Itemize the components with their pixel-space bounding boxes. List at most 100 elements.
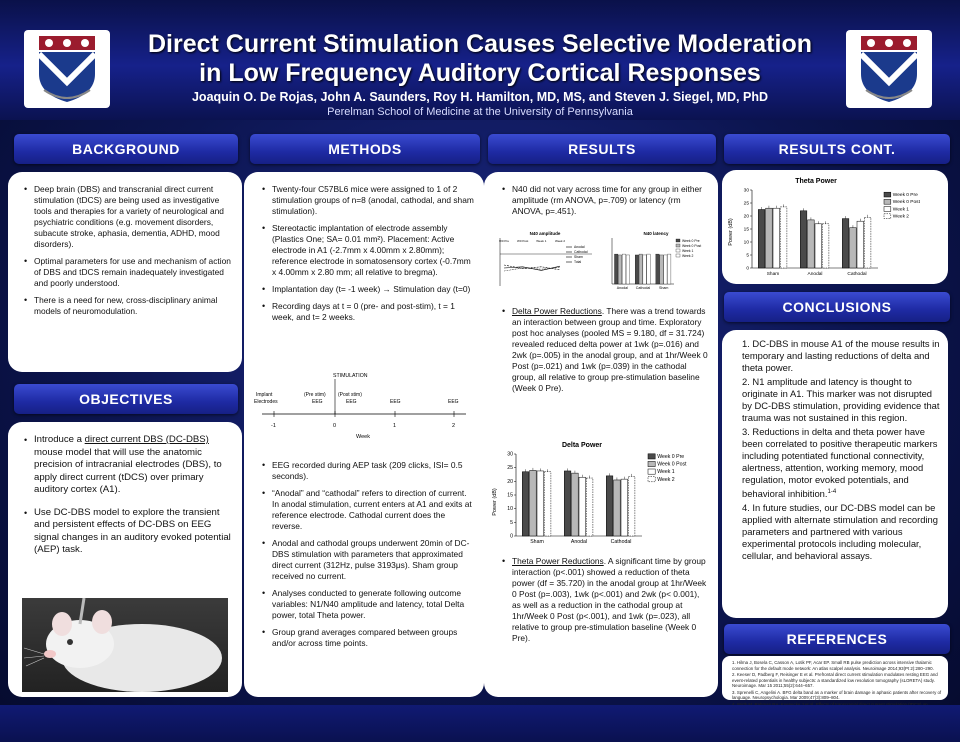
methods-bullet-6: “Anodal” and “cathodal” refers to direct… (262, 488, 474, 532)
reference-3: 3. Sprenelli C, Angelini A. BFG delta ba… (732, 689, 942, 701)
conclusion-3: 3. Reductions in delta and theta power h… (742, 426, 940, 500)
y-tick-label: 25 (507, 465, 513, 471)
references-heading: REFERENCES (724, 624, 950, 654)
theta-bars (758, 204, 872, 269)
methods-bullet-9: Group grand averages compared between gr… (262, 627, 474, 649)
timeline-pre-stim: (Pre stim) (304, 392, 326, 398)
poster-title: Direct Current Stimulation Causes Select… (110, 30, 850, 88)
results-heading: RESULTS (488, 134, 716, 164)
x-tick-label: Sham (659, 286, 668, 290)
results-b2-heading: Delta Power Reductions (512, 306, 602, 316)
x-tick-label: Anodal (808, 271, 823, 277)
conclusion-2: 2. N1 amplitude and latency is thought t… (742, 376, 940, 423)
objectives-heading: OBJECTIVES (14, 384, 238, 414)
conclusions-panel: 1. DC-DBS in mouse A1 of the mouse resul… (722, 330, 948, 618)
legend-swatch (647, 461, 656, 467)
x-tick-label: Cathodal (611, 539, 632, 545)
legend-label: Week 0 Post (893, 199, 921, 205)
methods-heading: METHODS (250, 134, 480, 164)
bar (822, 223, 830, 269)
legend-swatch (675, 248, 681, 253)
y-tick-label: 5 (746, 253, 749, 259)
objectives-bullet-1: Introduce a direct current DBS (DC-DBS) … (24, 434, 232, 497)
legend-swatch (647, 476, 656, 483)
y-tick-label: 0 (746, 266, 749, 272)
conclusion-3-sup: 1-4 (827, 489, 837, 495)
x-tick-label: Anodal (571, 539, 587, 545)
objectives-panel: Introduce a direct current DBS (DC-DBS) … (8, 422, 242, 697)
bar (758, 209, 766, 269)
legend-label: Week 2 (682, 254, 694, 258)
background-bullet-1: Deep brain (DBS) and transcranial direct… (24, 184, 232, 250)
header-band (0, 0, 960, 120)
bar (638, 253, 643, 285)
bar (667, 253, 672, 285)
penn-shield-logo-left (24, 30, 110, 108)
conclusion-1: 1. DC-DBS in mouse A1 of the mouse resul… (742, 338, 940, 373)
bar (772, 207, 780, 269)
legend-swatch (675, 238, 681, 243)
bar (522, 471, 530, 537)
timeline-eeg-2: EEG (346, 399, 357, 405)
delta-title: Delta Power (562, 442, 602, 449)
legend-label: Anodal (574, 245, 585, 249)
bar (578, 476, 586, 537)
title-line-2: in Low Frequency Auditory Cortical Respo… (199, 59, 761, 87)
bar (622, 253, 626, 285)
legend-label: Week 1 (657, 469, 675, 475)
legend-label: Week 0 Pre (657, 454, 684, 460)
timeline-tick-0: 0 (333, 423, 336, 429)
timeline-diagram: STIMULATION Implant Electrodes (Pre stim… (252, 370, 476, 446)
title-line-1: Direct Current Stimulation Causes Select… (147, 30, 813, 58)
timeline-tick-neg1: -1 (271, 423, 276, 429)
y-tick-label: 15 (744, 227, 750, 233)
y-tick-label: 30 (507, 452, 513, 458)
legend-label: Week 2 (893, 214, 910, 220)
n40-lat-title: N40 latency (643, 231, 669, 236)
bar (856, 220, 864, 269)
timeline-implant: Implant (256, 392, 273, 398)
bar (544, 471, 552, 537)
n40-lat-bars: Anodal Cathodal Sham (614, 253, 672, 290)
legend-swatch (675, 243, 681, 248)
x-tick-label: W0 Post (517, 239, 529, 243)
x-tick-label: Cathodal (847, 271, 866, 277)
background-heading: BACKGROUND (14, 134, 238, 164)
timeline-eeg-4: EEG (448, 399, 459, 405)
legend-label: Week 0 Post (682, 244, 701, 248)
x-tick-label: Sham (767, 271, 780, 277)
bar (618, 254, 622, 285)
bar (814, 223, 822, 269)
bar (606, 475, 614, 537)
conclusion-4: 4. In future studies, our DC-DBS model c… (742, 502, 938, 562)
x-tick-label: Sham (530, 539, 544, 545)
bar (536, 470, 544, 537)
bar (571, 472, 579, 537)
methods-bullet-8: Analyses conducted to generate following… (262, 588, 474, 621)
results-list-3: Theta Power Reductions. A significant ti… (498, 556, 710, 650)
legend-swatch (647, 453, 656, 460)
background-bullet-3: There is a need for new, cross-disciplin… (24, 295, 232, 317)
bar (564, 470, 572, 537)
n40-amp-series: W0 Pre W0 Post Week 1 Week 2 (499, 239, 565, 272)
delta-ylabel: Power (dB) (492, 488, 498, 516)
timeline-axis-label: Week (356, 434, 370, 440)
objectives-b1-post: mouse model that will use the anatomic p… (34, 446, 222, 496)
legend-swatch (883, 213, 892, 219)
y-tick-label: 15 (507, 493, 513, 499)
bar (646, 253, 651, 285)
bar (765, 207, 773, 269)
results-bullet-1: N40 did not vary across time for any gro… (502, 184, 710, 217)
bar (628, 476, 636, 537)
bar (807, 219, 815, 269)
timeline-tick-1: 1 (393, 423, 396, 429)
legend-swatch (647, 468, 656, 475)
methods-bullet-2: Stereotactic implantation of electrode a… (262, 223, 474, 278)
legend-label: Week 1 (682, 249, 694, 253)
legend-swatch (883, 206, 892, 212)
